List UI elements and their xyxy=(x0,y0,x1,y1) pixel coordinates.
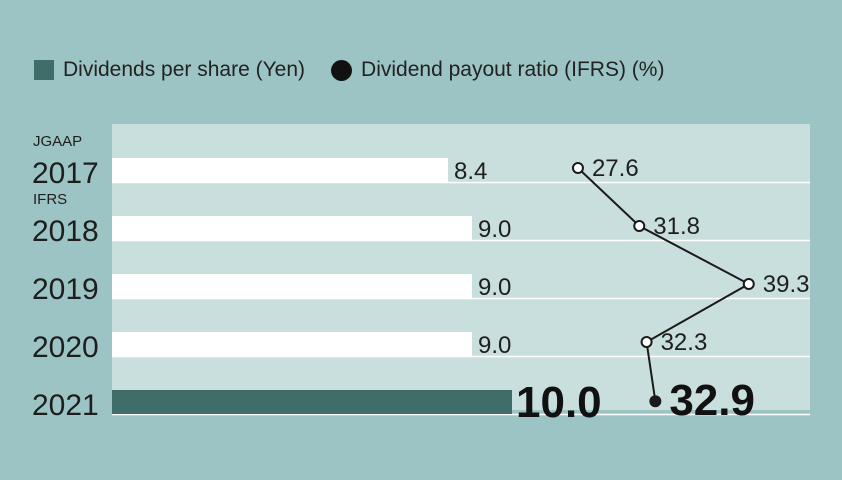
year-label-2018: 2018 xyxy=(32,215,99,248)
bar-2018 xyxy=(112,216,472,240)
payout-value-label-2019: 39.3 xyxy=(763,271,810,298)
legend-dot-icon xyxy=(331,59,353,81)
standard-label: IFRS xyxy=(33,191,67,208)
legend-label-dividends: Dividends per share (Yen) xyxy=(63,58,306,81)
standard-label: JGAAP xyxy=(33,133,82,150)
bar-2019 xyxy=(112,274,472,298)
year-label-2017: 2017 xyxy=(32,157,99,190)
bar-value-label-2019: 9.0 xyxy=(478,274,511,301)
bar-value-label-2020: 9.0 xyxy=(478,332,511,359)
bar-2017 xyxy=(112,158,448,182)
payout-value-label-2021: 32.9 xyxy=(669,376,755,425)
payout-value-label-2020: 32.3 xyxy=(661,329,708,356)
year-label-2020: 2020 xyxy=(32,331,99,364)
legend: Dividends per share (Yen) Dividend payou… xyxy=(34,58,690,82)
bar-2021 xyxy=(112,390,512,414)
payout-point-2018 xyxy=(633,220,646,232)
bar-2020 xyxy=(112,332,472,356)
payout-value-label-2018: 31.8 xyxy=(653,213,700,240)
payout-value-label-2017: 27.6 xyxy=(592,155,639,182)
bar-value-label-2017: 8.4 xyxy=(454,158,487,185)
payout-point-2020 xyxy=(640,336,653,348)
legend-item-dividends: Dividends per share (Yen) xyxy=(34,58,305,82)
year-label-2021: 2021 xyxy=(32,389,99,422)
payout-point-2017 xyxy=(571,162,584,174)
payout-point-2021 xyxy=(649,395,662,408)
legend-item-payout: Dividend payout ratio (IFRS) (%) xyxy=(331,58,664,82)
bar-value-label-2018: 9.0 xyxy=(478,216,511,243)
legend-label-payout: Dividend payout ratio (IFRS) (%) xyxy=(361,58,665,81)
payout-point-2019 xyxy=(742,278,755,290)
year-label-2019: 2019 xyxy=(32,273,99,306)
bar-value-label-2021: 10.0 xyxy=(516,378,602,427)
legend-square-icon xyxy=(34,60,54,80)
